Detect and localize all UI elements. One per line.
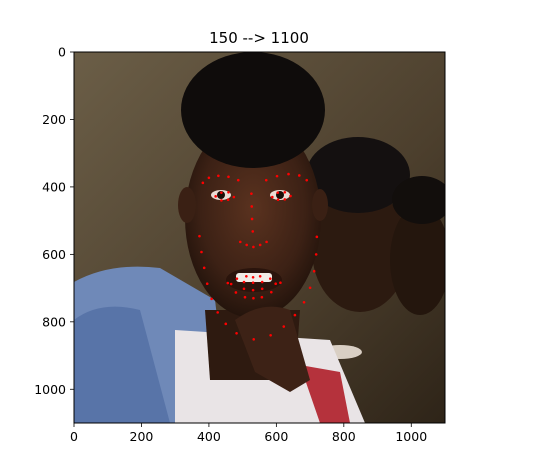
landmark-point — [217, 174, 220, 178]
landmark-point — [236, 178, 240, 182]
landmark-point — [235, 331, 238, 335]
landmark-point — [224, 322, 228, 326]
landmark-point — [271, 195, 274, 199]
landmark-point — [227, 191, 230, 194]
landmark-point — [214, 195, 217, 198]
landmark-point — [210, 297, 213, 301]
landmark-point — [308, 286, 312, 290]
landmark-point — [245, 243, 248, 247]
landmark-point — [251, 275, 255, 279]
y-tick-label: 1000 — [34, 382, 66, 397]
landmark-point — [242, 287, 246, 291]
y-tick-label: 600 — [42, 247, 66, 262]
landmark-point — [227, 175, 230, 179]
landmark-point — [314, 253, 318, 256]
landmark-point — [274, 282, 277, 286]
landmark-point — [226, 198, 230, 202]
landmark-point — [243, 295, 247, 299]
landmark-point — [258, 243, 262, 247]
landmark-point — [251, 281, 255, 284]
landmark-point — [260, 295, 264, 299]
landmark-point — [251, 230, 255, 233]
background-photo — [74, 52, 445, 423]
landmark-point — [287, 172, 290, 176]
landmark-point — [202, 266, 206, 270]
x-tick-label: 1000 — [395, 429, 427, 444]
x-tick-label: 400 — [197, 429, 221, 444]
landmark-point — [276, 198, 280, 202]
x-tick-label: 0 — [70, 429, 78, 444]
x-tick-label: 800 — [332, 429, 356, 444]
chart-title: 150 --> 1100 — [209, 29, 309, 47]
landmark-point — [238, 240, 242, 244]
landmark-point — [232, 195, 236, 199]
landmark-point — [265, 240, 268, 244]
landmark-point — [252, 338, 256, 341]
landmark-point — [264, 178, 268, 182]
landmark-point — [242, 280, 246, 284]
landmark-point — [260, 287, 264, 291]
y-tick-label: 800 — [42, 314, 66, 329]
landmark-point — [229, 282, 233, 286]
landmark-point — [312, 269, 316, 273]
landmark-point — [276, 191, 280, 194]
x-axis: 0 200 400 600 800 1000 — [70, 423, 427, 444]
x-tick-label: 600 — [264, 429, 288, 444]
landmark-point — [250, 205, 254, 208]
landmark-point — [275, 174, 279, 178]
landmark-point — [305, 178, 309, 182]
x-tick-label: 200 — [130, 429, 154, 444]
landmark-point — [283, 191, 287, 194]
landmark-point — [269, 334, 272, 337]
landmark-point — [245, 274, 248, 278]
landmark-point — [260, 280, 264, 284]
landmark-point — [268, 277, 272, 280]
landmark-point — [258, 274, 262, 278]
landmark-point — [226, 281, 230, 285]
landmark-point — [293, 313, 297, 317]
landmark-point — [250, 217, 254, 221]
landmark-point — [250, 192, 253, 195]
landmark-point — [220, 191, 223, 194]
landmark-point — [220, 199, 223, 202]
y-tick-label: 200 — [42, 112, 66, 127]
plot-frame — [73, 51, 446, 424]
landmark-point — [235, 277, 239, 280]
landmark-point — [282, 325, 286, 328]
landmark-point — [302, 300, 306, 304]
landmark-point — [207, 176, 211, 180]
landmark-point — [270, 290, 273, 294]
landmark-point — [315, 235, 319, 239]
landmark-point — [252, 296, 255, 300]
landmark-point — [252, 245, 255, 249]
landmark-point — [279, 281, 282, 284]
landmark-point — [289, 194, 292, 198]
y-tick-label: 0 — [58, 45, 66, 60]
landmark-point — [283, 198, 287, 201]
landmark-point — [198, 234, 201, 238]
landmark-points — [198, 172, 319, 341]
landmark-point — [234, 291, 238, 294]
landmark-point — [251, 288, 255, 292]
landmark-point — [205, 282, 209, 286]
landmark-point — [201, 181, 205, 185]
y-axis: 0 200 400 600 800 1000 — [34, 45, 74, 397]
landmark-point — [297, 174, 301, 177]
landmark-point — [216, 311, 219, 314]
y-tick-label: 400 — [42, 179, 66, 194]
landmark-point — [200, 250, 203, 254]
